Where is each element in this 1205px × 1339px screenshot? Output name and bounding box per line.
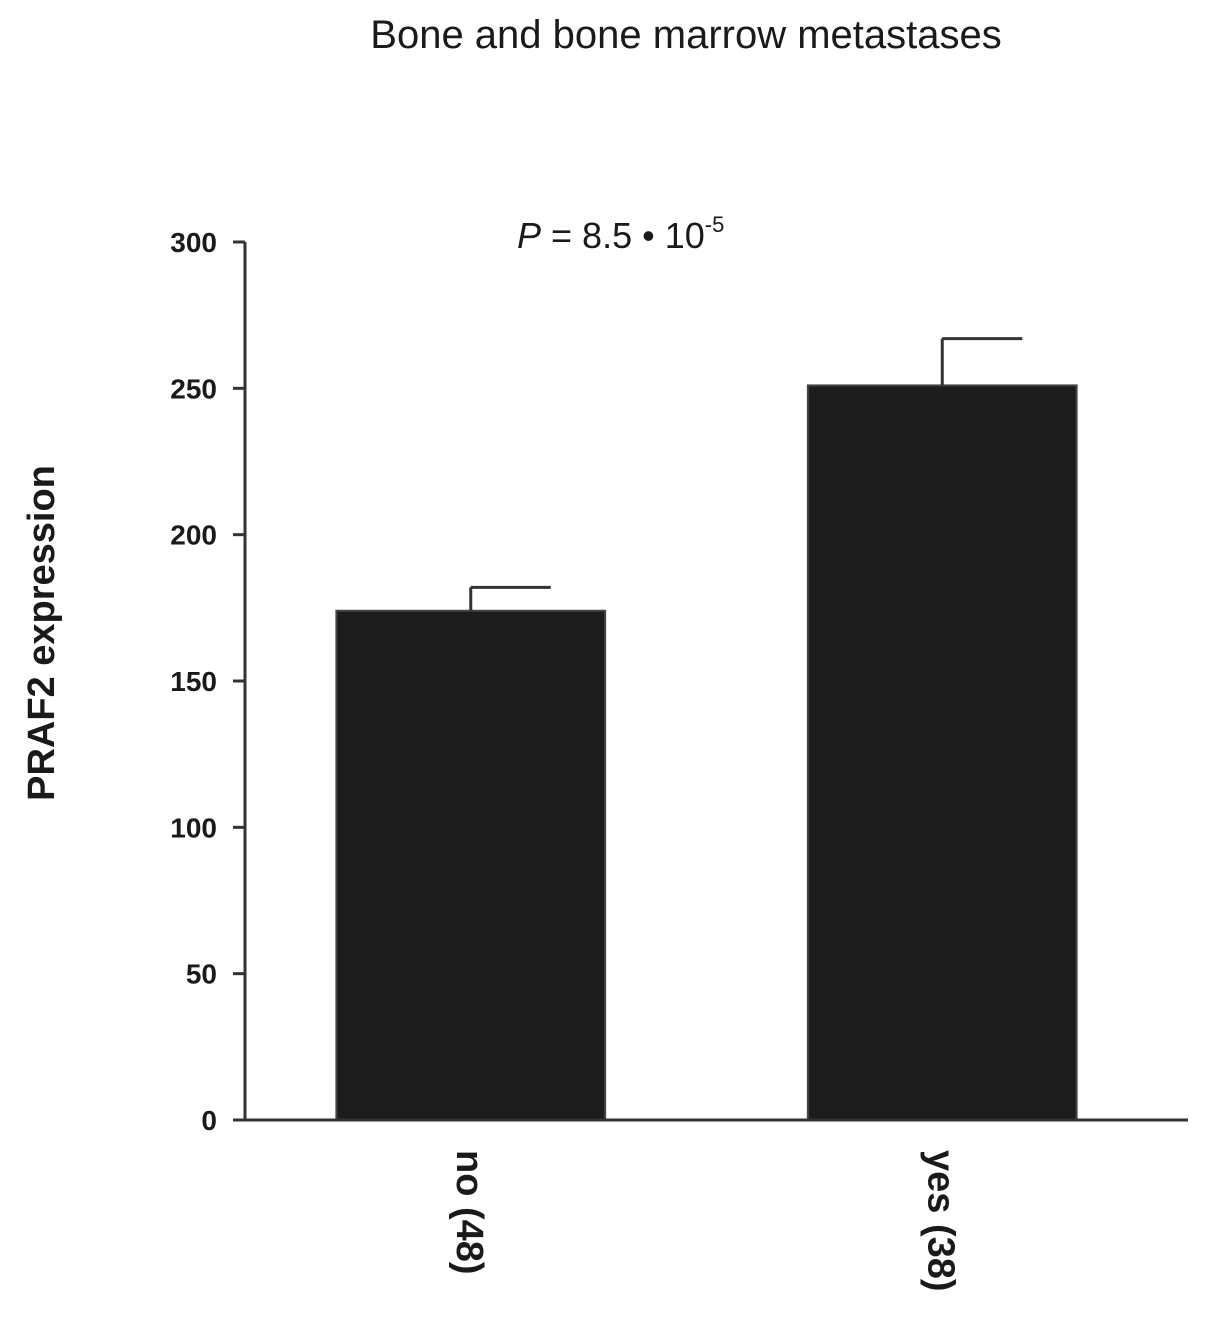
- p-value-text: = 8.5 • 10: [541, 215, 705, 256]
- y-tick-label: 0: [201, 1105, 217, 1136]
- chart-title: Bone and bone marrow metastases: [370, 13, 1001, 57]
- x-axis-categories: no (48) yes (38): [448, 1150, 962, 1292]
- bar: [806, 384, 1078, 1121]
- y-tick-label: 250: [170, 373, 217, 404]
- y-tick-label: 50: [186, 959, 217, 990]
- bars: [335, 384, 1078, 1121]
- y-tick-label: 150: [170, 666, 217, 697]
- y-axis-ticks: 0 50 100 150 200 250 300: [170, 227, 245, 1136]
- y-tick-label: 100: [170, 812, 217, 843]
- y-axis-label: PRAF2 expression: [21, 465, 63, 801]
- x-category-label: no (48): [448, 1150, 490, 1275]
- error-bars: [469, 337, 1023, 611]
- p-value-annotation: P = 8.5 • 10-5: [517, 212, 724, 256]
- bar: [335, 609, 607, 1121]
- x-category-label: yes (38): [919, 1150, 961, 1292]
- y-tick-label: 200: [170, 520, 217, 551]
- p-value-symbol: P: [517, 215, 541, 256]
- p-value-exponent: -5: [705, 212, 725, 237]
- y-tick-label: 300: [170, 227, 217, 258]
